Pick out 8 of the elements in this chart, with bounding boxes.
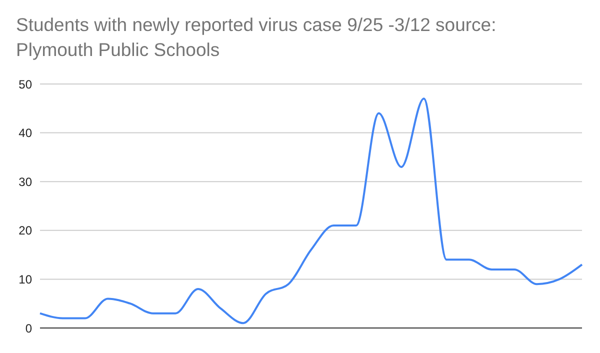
line-series — [39, 98, 583, 324]
y-tick-label: 20 — [18, 224, 32, 238]
y-tick-label: 40 — [18, 126, 32, 140]
y-tick-label: 0 — [25, 321, 32, 336]
chart-title: Students with newly reported virus case 9/25 -3/12 source: Plymouth Public Schools — [16, 13, 498, 62]
y-tick-label: 50 — [18, 77, 32, 92]
y-tick-label: 10 — [18, 272, 32, 286]
y-tick-label: 30 — [18, 174, 32, 189]
